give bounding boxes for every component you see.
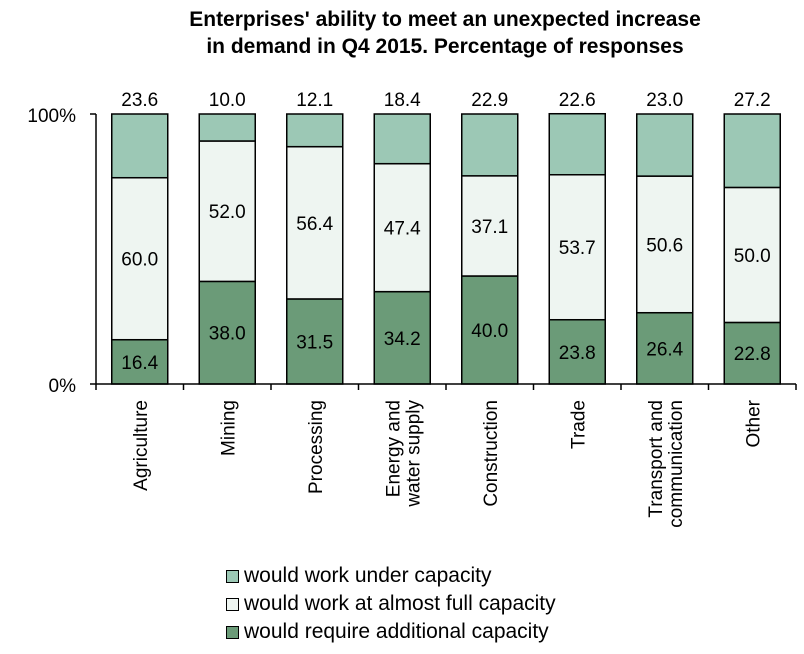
data-label-0-5: 23.8 (559, 343, 596, 364)
bar-segment-1-3 (373, 162, 431, 293)
data-label-0-2: 31.5 (296, 332, 333, 353)
data-label-0-7: 22.8 (734, 344, 771, 365)
data-label-2-1: 10.0 (209, 90, 246, 111)
legend-label-additional-capacity: would require additional capacity (244, 620, 549, 643)
data-label-1-3: 47.4 (384, 219, 421, 240)
legend-label-under-capacity: would work under capacity (244, 564, 492, 587)
legend-swatch-under-capacity (226, 569, 239, 583)
bar-segment-0-5 (548, 318, 606, 385)
chart-legend: would work under capacity would work at … (226, 562, 556, 646)
data-label-0-4: 40.0 (471, 321, 508, 342)
data-label-1-7: 50.0 (734, 246, 771, 267)
bar-segment-1-6 (636, 175, 694, 314)
data-label-0-6: 26.4 (646, 339, 683, 360)
data-label-2-2: 12.1 (296, 90, 333, 111)
data-label-0-0: 16.4 (121, 353, 158, 374)
data-label-2-3: 18.4 (384, 90, 421, 111)
bar-segment-1-7 (723, 186, 781, 324)
data-label-2-0: 23.6 (121, 90, 158, 111)
bar-segment-2-6 (636, 113, 694, 177)
category-label-4-0: Construction (481, 400, 502, 507)
data-label-1-5: 53.7 (559, 238, 596, 259)
bar-segment-2-1 (198, 113, 256, 142)
bar-segment-2-4 (461, 113, 519, 177)
chart-title-line-1: Enterprises' ability to meet an unexpect… (189, 8, 701, 31)
data-label-1-0: 60.0 (121, 250, 158, 271)
bar-segment-0-3 (373, 290, 431, 385)
category-label-2-0: Processing (306, 400, 327, 494)
bar-segment-1-5 (548, 174, 606, 321)
bar-segment-2-5 (548, 112, 606, 176)
data-label-2-5: 22.6 (559, 90, 596, 111)
legend-item-full-capacity: would work at almost full capacity (226, 590, 556, 618)
category-label-1-0: Mining (218, 400, 239, 456)
data-label-2-4: 22.9 (471, 90, 508, 111)
data-label-2-7: 27.2 (734, 90, 771, 111)
legend-swatch-full-capacity (226, 597, 239, 611)
bar-segment-1-4 (461, 175, 519, 277)
legend-label-full-capacity: would work at almost full capacity (244, 592, 556, 615)
data-label-1-1: 52.0 (209, 202, 246, 223)
legend-item-under-capacity: would work under capacity (226, 562, 556, 590)
category-label-0-0: Agriculture (131, 400, 152, 491)
data-label-1-6: 50.6 (646, 235, 683, 256)
category-label-3-1: water supply (403, 400, 424, 508)
legend-item-additional-capacity: would require additional capacity (226, 618, 556, 646)
category-label-3-0: Energy and (383, 400, 404, 497)
bar-segment-2-2 (286, 113, 344, 148)
bar-segment-2-3 (373, 113, 431, 165)
bar-segment-1-1 (198, 140, 256, 283)
y-tick-label-0: 0% (49, 376, 77, 397)
chart-title-line-2: in demand in Q4 2015. Percentage of resp… (206, 35, 684, 58)
bar-segment-2-7 (723, 113, 781, 189)
data-label-0-3: 34.2 (384, 329, 421, 350)
legend-swatch-additional-capacity (226, 625, 239, 639)
y-tick-label-100: 100% (27, 106, 76, 127)
data-label-0-1: 38.0 (209, 324, 246, 345)
bar-segment-0-0 (111, 338, 169, 385)
category-label-6-1: communication (666, 400, 687, 528)
data-label-1-4: 37.1 (471, 217, 508, 238)
category-label-7-0: Other (743, 399, 764, 447)
data-label-2-6: 23.0 (646, 90, 683, 111)
bar-segment-2-0 (111, 113, 169, 179)
category-label-6-0: Transport and (646, 400, 667, 518)
category-label-5-0: Trade (568, 400, 589, 449)
data-label-1-2: 56.4 (296, 214, 333, 235)
